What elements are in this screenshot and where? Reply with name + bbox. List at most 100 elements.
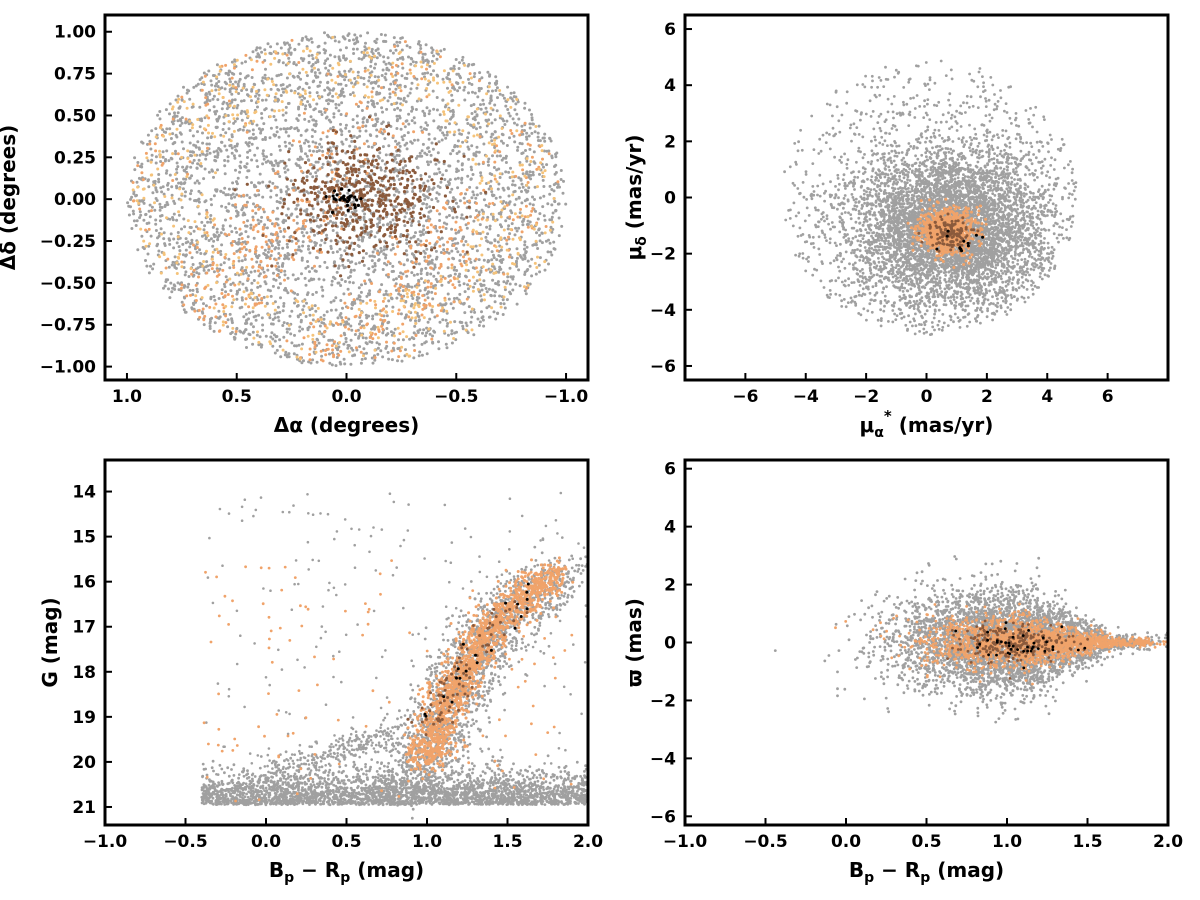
data-point: [485, 290, 489, 294]
data-point: [497, 167, 501, 171]
data-point: [227, 233, 231, 237]
data-point: [242, 220, 246, 224]
data-point: [554, 152, 558, 156]
data-point: [370, 282, 374, 285]
data-point: [486, 260, 490, 264]
data-point: [397, 171, 401, 175]
data-point: [231, 294, 234, 298]
data-point: [474, 257, 478, 261]
data-point: [178, 105, 182, 109]
data-point: [254, 94, 257, 98]
data-point: [344, 84, 348, 87]
data-point: [344, 46, 348, 50]
data-point: [307, 86, 311, 90]
data-point: [398, 108, 402, 112]
data-point: [170, 157, 174, 161]
data-point: [212, 270, 216, 274]
data-point: [518, 133, 522, 137]
data-point: [364, 124, 368, 128]
data-point: [521, 132, 525, 136]
data-point: [353, 315, 357, 319]
data-point: [274, 118, 278, 122]
data-point: [209, 135, 213, 139]
data-point: [505, 238, 509, 242]
data-point: [260, 245, 264, 249]
data-point: [331, 125, 335, 129]
data-point: [281, 309, 285, 313]
data-point: [508, 215, 512, 219]
data-point: [287, 56, 291, 60]
data-point: [276, 170, 280, 174]
data-point: [222, 261, 226, 265]
data-point: [352, 47, 355, 51]
data-point: [542, 185, 546, 188]
data-point: [210, 203, 213, 207]
data-point: [443, 105, 447, 109]
data-point: [273, 312, 277, 316]
data-point: [392, 102, 396, 106]
data-point: [172, 283, 176, 287]
data-point: [522, 253, 526, 257]
data-point: [477, 162, 481, 166]
data-point: [308, 94, 312, 98]
data-point: [206, 123, 210, 127]
data-point: [488, 224, 492, 228]
data-point: [270, 249, 274, 253]
data-point: [540, 149, 544, 153]
data-point: [240, 208, 244, 212]
data-point: [467, 257, 471, 261]
data-point: [239, 272, 243, 276]
data-point: [257, 181, 261, 185]
data-point: [399, 275, 403, 279]
data-point: [468, 284, 472, 288]
data-point: [323, 31, 326, 35]
data-point: [381, 110, 384, 114]
data-point: [304, 70, 308, 74]
data-point: [452, 276, 456, 280]
data-point: [376, 75, 380, 79]
data-point: [283, 278, 286, 282]
data-point: [243, 203, 247, 207]
data-point: [214, 171, 217, 175]
data-point: [401, 322, 405, 326]
data-point: [368, 292, 371, 295]
data-point: [519, 207, 522, 211]
data-point: [297, 245, 301, 249]
data-point: [279, 196, 283, 200]
data-point: [409, 174, 413, 178]
data-point: [198, 153, 202, 157]
data-point: [195, 225, 198, 229]
data-point: [198, 125, 202, 129]
data-point: [419, 243, 423, 247]
data-point: [501, 93, 505, 97]
data-point: [174, 149, 177, 153]
data-point: [333, 277, 337, 281]
data-point: [461, 324, 465, 328]
data-point: [213, 158, 217, 162]
data-point: [328, 146, 332, 150]
data-point: [235, 289, 239, 293]
data-point: [208, 320, 212, 323]
data-point: [436, 271, 440, 275]
data-point: [437, 140, 441, 144]
data-point: [492, 253, 495, 257]
data-point: [497, 135, 501, 139]
data-point: [541, 205, 545, 209]
data-point: [374, 62, 377, 66]
data-point: [442, 47, 446, 51]
data-point: [296, 128, 300, 132]
data-point: [250, 68, 254, 72]
data-point: [270, 222, 274, 226]
data-point: [445, 247, 449, 251]
data-point: [393, 327, 397, 331]
data-point: [394, 282, 398, 286]
data-point: [442, 112, 446, 116]
data-point: [512, 91, 516, 95]
data-point: [541, 171, 545, 175]
data-point: [501, 313, 505, 316]
data-point: [421, 331, 424, 335]
data-point: [300, 198, 304, 202]
data-point: [521, 168, 525, 172]
data-point: [477, 150, 481, 154]
data-point: [548, 241, 552, 245]
